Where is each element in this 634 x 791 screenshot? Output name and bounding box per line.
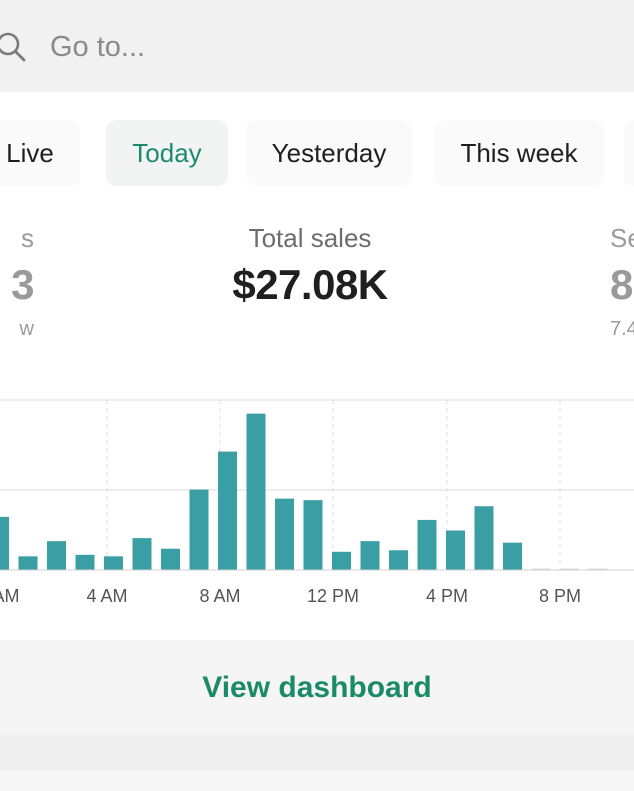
chart-bar (218, 451, 237, 570)
metric-label: s (21, 223, 34, 253)
chart-bar (417, 519, 437, 570)
tab-today[interactable]: Today (106, 120, 228, 186)
date-range-tabs: Live Today Yesterday This week (0, 120, 634, 186)
chart-bar (389, 550, 408, 570)
chart-bar (446, 530, 465, 570)
chart-bar (18, 556, 38, 570)
chart-bar (47, 541, 66, 570)
tab-live[interactable]: Live (0, 120, 80, 186)
metric-label: Total sales (248, 223, 372, 253)
search-input[interactable] (50, 24, 610, 70)
metric-previous[interactable]: s 3 w (0, 220, 34, 350)
chart-bar (75, 554, 95, 570)
search-icon (0, 32, 26, 62)
metric-sub: w (19, 318, 34, 340)
view-dashboard-button[interactable]: View dashboard (0, 640, 634, 735)
x-tick-label: 4 AM (86, 586, 128, 606)
chart-bar (332, 551, 351, 570)
sales-chart-plot (0, 399, 634, 571)
search-bar[interactable] (0, 0, 634, 92)
x-tick-label: 4 PM (425, 586, 469, 606)
metric-total-sales[interactable]: Total sales $27.08K (190, 220, 430, 350)
next-card-edge (0, 770, 634, 791)
chart-bar (0, 516, 9, 570)
metric-sub: 7.4 (610, 318, 634, 340)
x-tick-label: 8 PM (538, 586, 582, 606)
tab-this-week[interactable]: This week (434, 120, 604, 186)
sales-chart: AM 4 AM 8 AM 12 PM 4 PM 8 PM (0, 392, 634, 612)
chart-bar (503, 542, 522, 570)
metric-value: 8 (610, 261, 633, 308)
tab-yesterday[interactable]: Yesterday (246, 120, 412, 186)
metric-value: 3 (11, 261, 34, 308)
chart-bar (360, 541, 380, 570)
metric-next[interactable]: Se 8 7.4 (610, 220, 634, 350)
chart-bar (275, 498, 294, 570)
x-tick-label: 8 AM (199, 586, 241, 606)
tab-next[interactable] (624, 120, 634, 186)
chart-bar (161, 548, 180, 570)
chart-bar (474, 506, 494, 570)
metric-sub (190, 314, 430, 344)
x-tick-label: 12 PM (306, 586, 360, 606)
metric-label: Se (610, 223, 634, 253)
chart-bar (246, 413, 266, 570)
metric-value: $27.08K (232, 261, 388, 308)
chart-bar (132, 538, 152, 570)
chart-bar (189, 489, 209, 570)
chart-bar (303, 500, 323, 570)
analytics-card: Live Today Yesterday This week s 3 w Tot… (0, 92, 634, 640)
x-tick-label: AM (0, 586, 20, 606)
chart-bar (104, 556, 123, 570)
